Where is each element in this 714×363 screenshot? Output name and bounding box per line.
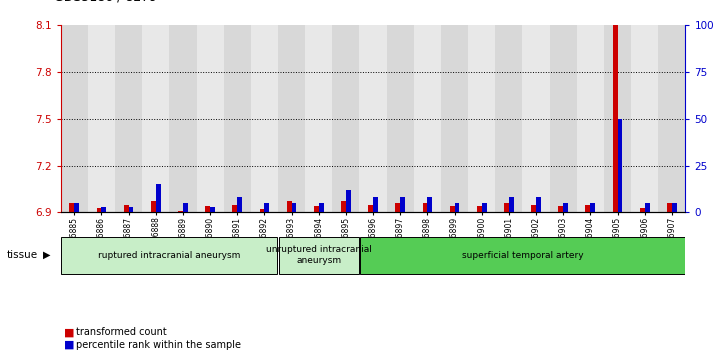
Bar <box>482 203 487 212</box>
Bar <box>237 197 242 212</box>
Bar <box>278 25 305 212</box>
Bar <box>414 25 441 212</box>
Bar <box>618 119 623 212</box>
Bar <box>346 190 351 212</box>
Bar <box>101 207 106 212</box>
Text: GDS5186 / 8279: GDS5186 / 8279 <box>54 0 156 4</box>
Bar <box>151 201 156 212</box>
Bar <box>450 206 455 212</box>
Bar <box>645 203 650 212</box>
Text: ruptured intracranial aneurysm: ruptured intracranial aneurysm <box>98 250 241 260</box>
Bar <box>251 25 278 212</box>
Bar <box>156 184 161 212</box>
Bar <box>531 205 536 212</box>
Bar <box>558 206 563 212</box>
Bar <box>468 25 496 212</box>
Bar <box>496 25 523 212</box>
Bar <box>264 203 269 212</box>
Bar <box>613 0 618 212</box>
Bar <box>523 25 550 212</box>
Text: transformed count: transformed count <box>76 327 167 337</box>
Bar <box>142 25 169 212</box>
Bar <box>96 208 101 212</box>
Bar <box>667 203 672 212</box>
Bar <box>318 203 323 212</box>
Bar <box>332 25 359 212</box>
Bar <box>631 25 658 212</box>
Bar <box>115 25 142 212</box>
Bar <box>124 205 129 212</box>
Text: ■: ■ <box>64 340 75 350</box>
Text: unruptured intracranial
aneurysm: unruptured intracranial aneurysm <box>266 245 372 265</box>
Bar <box>455 203 459 212</box>
Bar <box>396 203 401 212</box>
Text: ■: ■ <box>64 327 75 337</box>
Bar <box>373 197 378 212</box>
Bar <box>129 207 134 212</box>
Bar <box>509 197 514 212</box>
Bar <box>61 25 88 212</box>
Bar <box>305 25 332 212</box>
Text: superficial temporal artery: superficial temporal artery <box>462 250 583 260</box>
Bar <box>477 206 482 212</box>
Bar <box>196 25 223 212</box>
Bar <box>658 25 685 212</box>
Bar <box>287 201 291 212</box>
Bar <box>210 207 215 212</box>
FancyBboxPatch shape <box>61 237 278 274</box>
Bar <box>183 203 188 212</box>
Text: ▶: ▶ <box>43 250 51 260</box>
Bar <box>205 206 210 212</box>
Bar <box>401 197 405 212</box>
Bar <box>74 203 79 212</box>
Text: percentile rank within the sample: percentile rank within the sample <box>76 340 241 350</box>
Bar <box>536 197 541 212</box>
Bar <box>223 25 251 212</box>
Bar <box>585 205 590 212</box>
Bar <box>314 206 318 212</box>
Bar <box>341 201 346 212</box>
Bar <box>178 211 183 212</box>
Bar <box>259 209 264 212</box>
Bar <box>577 25 604 212</box>
Text: tissue: tissue <box>7 250 39 260</box>
Bar <box>169 25 196 212</box>
Bar <box>640 208 645 212</box>
Bar <box>604 25 631 212</box>
Bar <box>88 25 115 212</box>
Bar <box>428 197 432 212</box>
Bar <box>423 203 428 212</box>
Bar <box>504 203 509 212</box>
Bar <box>359 25 387 212</box>
Bar <box>550 25 577 212</box>
Bar <box>387 25 414 212</box>
Bar <box>672 203 677 212</box>
FancyBboxPatch shape <box>360 237 685 274</box>
Bar <box>368 205 373 212</box>
Bar <box>590 203 595 212</box>
Bar <box>441 25 468 212</box>
Bar <box>291 203 296 212</box>
FancyBboxPatch shape <box>278 237 359 274</box>
Bar <box>69 203 74 212</box>
Bar <box>563 203 568 212</box>
Bar <box>232 205 237 212</box>
